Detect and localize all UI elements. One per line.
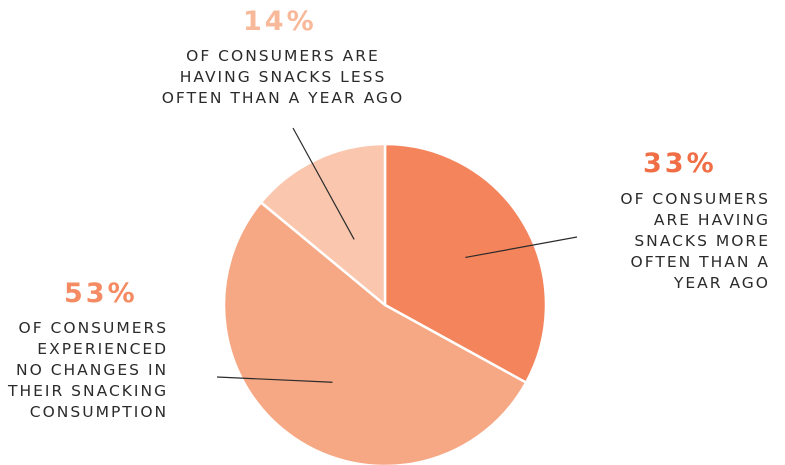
slice-33-description-line: YEAR AGO <box>673 274 770 292</box>
slice-53-description-line: EXPERIENCED <box>37 340 169 358</box>
slice-53-description-line: OF CONSUMERS <box>18 319 169 337</box>
slice-33-description-line: OFTEN THAN A <box>630 253 770 271</box>
slice-14-description-line: OF CONSUMERS ARE <box>186 47 380 65</box>
slice-53-description: OF CONSUMERS EXPERIENCED NO CHANGES IN T… <box>8 318 168 423</box>
slice-33-description: OF CONSUMERS ARE HAVING SNACKS MORE OFTE… <box>620 189 770 294</box>
slice-14-description: OF CONSUMERS ARE HAVING SNACKS LESS OFTE… <box>138 46 428 109</box>
leader-line-14 <box>292 127 355 240</box>
slice-33-percent-label: 33% <box>643 148 717 179</box>
leader-line-53 <box>216 376 333 383</box>
slice-53-description-line: NO CHANGES IN <box>15 361 169 379</box>
slice-53-percent-label: 53% <box>64 278 138 309</box>
slice-53-description-line: THEIR SNACKING <box>8 382 169 400</box>
slice-33-description-line: OF CONSUMERS <box>620 190 770 208</box>
pie-slice-14 <box>259 142 387 307</box>
slice-33-description-line: ARE HAVING <box>653 211 770 229</box>
slice-33-description-line: SNACKS MORE <box>634 232 770 250</box>
slice-14-percent-label: 14% <box>243 6 317 37</box>
slice-14-description-line: HAVING SNACKS LESS <box>179 68 387 86</box>
pie-slice-33 <box>383 142 548 384</box>
leader-line-33 <box>465 236 578 259</box>
slice-14-description-line: OFTEN THAN A YEAR AGO <box>161 89 405 107</box>
pie-slices <box>222 142 548 465</box>
leader-lines <box>216 127 578 383</box>
slice-53-description-line: CONSUMPTION <box>29 403 169 421</box>
pie-slice-53 <box>222 201 528 465</box>
